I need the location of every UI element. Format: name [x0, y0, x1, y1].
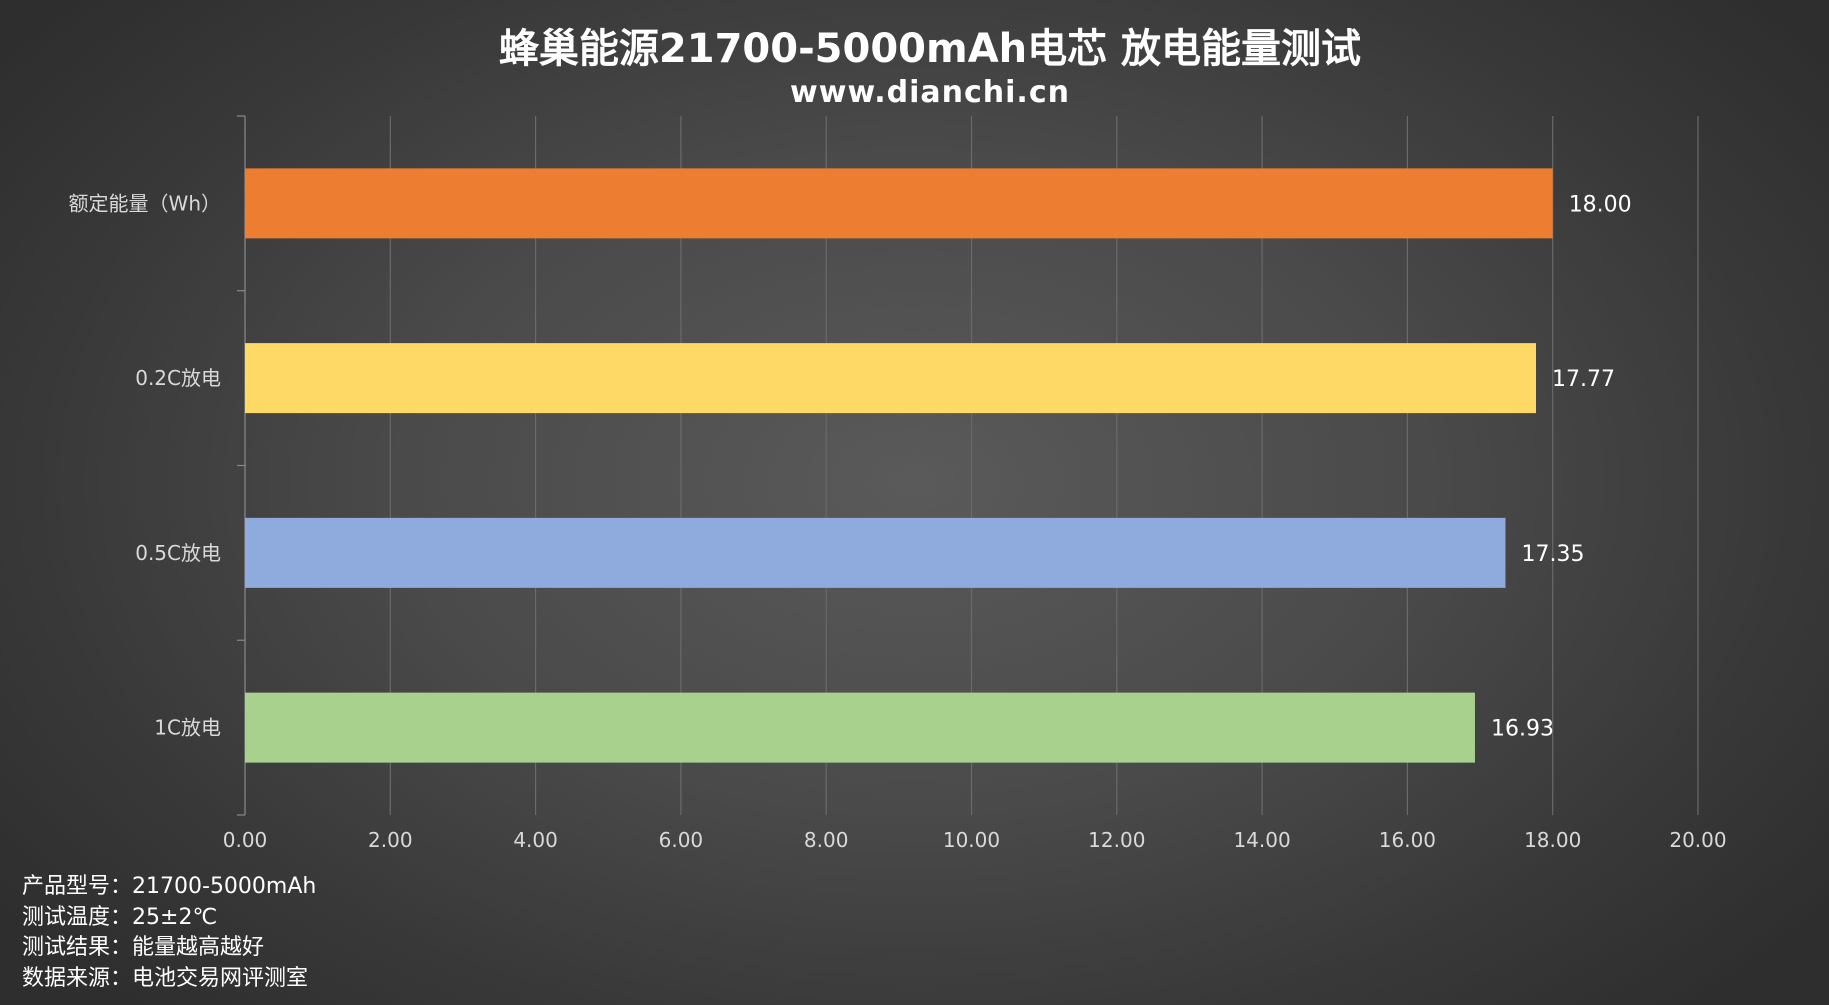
notes-block: 产品型号：21700-5000mAh 测试温度：25±2℃ 测试结果：能量越高越… [22, 872, 316, 994]
x-tick-label: 0.00 [223, 828, 268, 852]
note-value: 25±2℃ [132, 904, 218, 930]
x-tick-label: 14.00 [1233, 828, 1290, 852]
x-tick-label: 6.00 [659, 828, 704, 852]
chart-title: 蜂巢能源21700-5000mAh电芯 放电能量测试 [499, 26, 1361, 72]
value-label: 18.00 [1569, 192, 1632, 217]
note-label: 测试温度： [22, 904, 133, 930]
category-label: 1C放电 [154, 716, 221, 740]
bars [245, 168, 1553, 763]
category-label: 0.5C放电 [135, 541, 221, 565]
category-label: 0.2C放电 [135, 366, 221, 390]
x-tick-label: 4.00 [513, 828, 558, 852]
value-label: 17.35 [1521, 542, 1584, 567]
bar [245, 168, 1553, 239]
bar [245, 343, 1536, 414]
note-result: 测试结果：能量越高越好 [22, 933, 316, 964]
note-source: 数据来源：电池交易网评测室 [22, 964, 316, 995]
x-tick-label: 12.00 [1088, 828, 1145, 852]
value-label: 17.77 [1552, 367, 1615, 392]
note-model: 产品型号：21700-5000mAh [22, 872, 316, 903]
x-tick-label: 16.00 [1379, 828, 1436, 852]
labels: 0.00 2.00 4.00 6.00 8.00 10.00 12.00 14.00 16.00… [69, 191, 1727, 852]
note-value: 21700-5000mAh [132, 874, 317, 899]
note-label: 测试结果： [22, 935, 133, 960]
note-temperature: 测试温度：25±2℃ [22, 903, 316, 934]
chart-subtitle: www.dianchi.cn [790, 75, 1070, 110]
x-tick-label: 20.00 [1669, 828, 1726, 852]
note-value: 电池交易网评测室 [132, 965, 309, 991]
x-tick-label: 10.00 [943, 828, 1000, 852]
note-label: 数据来源： [22, 965, 133, 991]
bar [245, 517, 1506, 588]
x-tick-label: 2.00 [368, 828, 413, 852]
x-tick-label: 8.00 [804, 828, 849, 852]
note-label: 产品型号： [22, 874, 133, 899]
x-tick-label: 18.00 [1524, 828, 1581, 852]
note-value: 能量越高越好 [132, 935, 265, 960]
value-label: 16.93 [1491, 717, 1554, 742]
bar [245, 692, 1475, 763]
category-label: 额定能量（Wh） [69, 191, 221, 215]
